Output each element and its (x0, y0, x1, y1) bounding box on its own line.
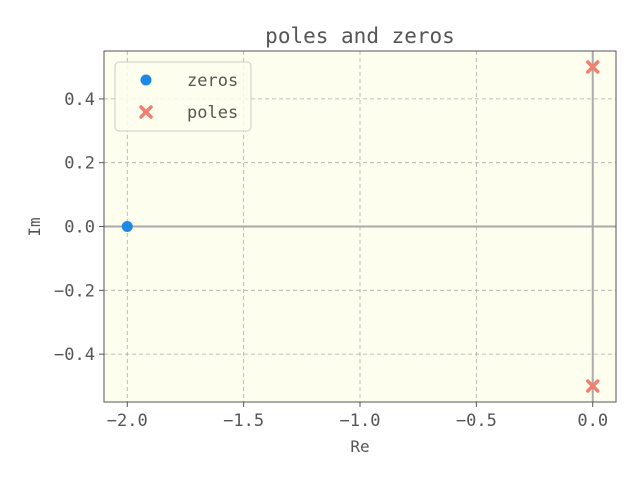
legend-poles-x (139, 105, 153, 119)
x-tick-label: −1.0 (340, 411, 381, 431)
legend-zeros-marker (140, 74, 152, 86)
zero-reference-lines (104, 51, 616, 402)
ticks: −2.0 −1.5 −1.0 −0.5 0.0 0.4 0.2 0.0 −0.2 −0.4 (54, 90, 608, 431)
y-tick-label: 0.2 (64, 154, 95, 174)
x-marker-stroke (585, 60, 600, 74)
data-marks (121, 60, 600, 393)
x-tick-label: 0.0 (577, 411, 608, 431)
legend-zeros-label: zeros (187, 71, 238, 91)
x-tick-label: −0.5 (456, 411, 497, 431)
poles-point (585, 60, 600, 74)
y-tick-label: 0.0 (64, 218, 95, 238)
x-tick-label: −2.0 (107, 411, 148, 431)
y-tick-label: −0.2 (54, 281, 95, 301)
poles-point (585, 379, 600, 393)
legend: zeros poles (114, 61, 252, 132)
chart-title: poles and zeros (265, 24, 455, 48)
legend-poles-marker (139, 105, 153, 119)
legend-poles-label: poles (187, 103, 238, 123)
y-tick-label: −0.4 (54, 345, 95, 365)
x-marker-stroke (585, 379, 600, 393)
x-tick-label: −1.5 (223, 411, 264, 431)
x-marker-stroke (139, 105, 153, 119)
x-axis-label: Re (350, 437, 369, 456)
zeros-point (121, 221, 133, 232)
y-axis-label: Im (25, 217, 44, 236)
y-tick-label: 0.4 (64, 90, 95, 110)
